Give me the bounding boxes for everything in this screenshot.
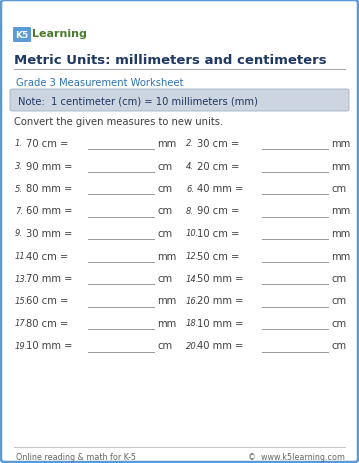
Text: K5: K5: [15, 31, 29, 40]
Text: 50 cm =: 50 cm =: [197, 251, 239, 261]
Text: 2.: 2.: [186, 139, 194, 148]
Text: 70 mm =: 70 mm =: [26, 274, 73, 283]
Text: 90 cm =: 90 cm =: [197, 206, 239, 216]
Text: Grade 3 Measurement Worksheet: Grade 3 Measurement Worksheet: [16, 78, 183, 88]
Text: 8.: 8.: [186, 206, 194, 216]
Text: 10 mm =: 10 mm =: [26, 341, 73, 351]
Text: Online reading & math for K-5: Online reading & math for K-5: [16, 452, 136, 462]
Text: mm: mm: [331, 161, 350, 171]
Text: 12.: 12.: [186, 251, 199, 260]
Text: cm: cm: [331, 319, 346, 328]
Text: Note:  1 centimeter (cm) = 10 millimeters (mm): Note: 1 centimeter (cm) = 10 millimeters…: [18, 96, 258, 106]
Text: mm: mm: [157, 251, 176, 261]
Text: 13.: 13.: [15, 274, 28, 283]
Text: mm: mm: [331, 206, 350, 216]
Text: mm: mm: [331, 229, 350, 238]
FancyBboxPatch shape: [10, 90, 349, 112]
Text: 30 mm =: 30 mm =: [26, 229, 73, 238]
Text: 20.: 20.: [186, 341, 199, 350]
Text: cm: cm: [157, 274, 172, 283]
Text: mm: mm: [157, 139, 176, 149]
Text: 10.: 10.: [186, 229, 199, 238]
Text: cm: cm: [157, 341, 172, 351]
Text: 40 mm =: 40 mm =: [197, 184, 243, 194]
Text: 70 cm =: 70 cm =: [26, 139, 68, 149]
Text: Metric Units: millimeters and centimeters: Metric Units: millimeters and centimeter…: [14, 53, 327, 66]
Text: 9.: 9.: [15, 229, 23, 238]
Text: 40 cm =: 40 cm =: [26, 251, 68, 261]
Text: 6.: 6.: [186, 184, 194, 193]
Text: 90 mm =: 90 mm =: [26, 161, 73, 171]
Text: mm: mm: [157, 319, 176, 328]
Text: 60 mm =: 60 mm =: [26, 206, 73, 216]
Text: 10 mm =: 10 mm =: [197, 319, 243, 328]
Text: 18.: 18.: [186, 319, 199, 328]
Text: 20 cm =: 20 cm =: [197, 161, 239, 171]
Text: 50 mm =: 50 mm =: [197, 274, 243, 283]
Text: 60 cm =: 60 cm =: [26, 296, 68, 306]
Text: mm: mm: [331, 251, 350, 261]
Text: cm: cm: [157, 206, 172, 216]
Text: cm: cm: [157, 184, 172, 194]
Text: 40 mm =: 40 mm =: [197, 341, 243, 351]
Text: cm: cm: [331, 341, 346, 351]
Text: mm: mm: [157, 296, 176, 306]
Text: cm: cm: [157, 161, 172, 171]
Text: 1.: 1.: [15, 139, 23, 148]
Text: mm: mm: [331, 139, 350, 149]
Text: cm: cm: [331, 274, 346, 283]
FancyBboxPatch shape: [13, 28, 31, 43]
Text: 16.: 16.: [186, 296, 199, 305]
Text: Convert the given measures to new units.: Convert the given measures to new units.: [14, 117, 223, 127]
Text: 15.: 15.: [15, 296, 28, 305]
Text: 3.: 3.: [15, 162, 23, 171]
Text: 11.: 11.: [15, 251, 28, 260]
Text: 80 cm =: 80 cm =: [26, 319, 68, 328]
Text: 30 cm =: 30 cm =: [197, 139, 239, 149]
Text: 7.: 7.: [15, 206, 23, 216]
Text: 10 cm =: 10 cm =: [197, 229, 239, 238]
Text: Learning: Learning: [32, 29, 87, 39]
Text: 19.: 19.: [15, 341, 28, 350]
Text: cm: cm: [331, 296, 346, 306]
Text: ©  www.k5learning.com: © www.k5learning.com: [248, 452, 345, 462]
Text: 20 mm =: 20 mm =: [197, 296, 243, 306]
Text: 80 mm =: 80 mm =: [26, 184, 73, 194]
Text: cm: cm: [157, 229, 172, 238]
Text: 4.: 4.: [186, 162, 194, 171]
Text: 14.: 14.: [186, 274, 199, 283]
Text: cm: cm: [331, 184, 346, 194]
Text: 5.: 5.: [15, 184, 23, 193]
Text: 17.: 17.: [15, 319, 28, 328]
